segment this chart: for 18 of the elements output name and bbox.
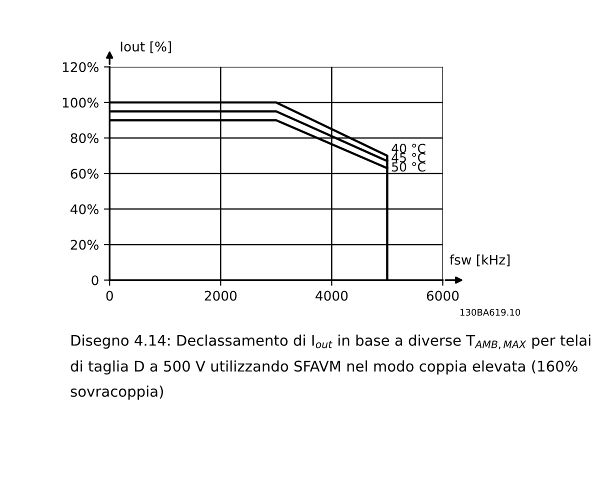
y-tick-label: 0 xyxy=(92,275,98,286)
x-tick-label: 4000 xyxy=(316,290,348,301)
x-axis-title: fsw [kHz] xyxy=(450,254,510,266)
y-tick-label: 100% xyxy=(62,98,98,108)
y-tick-label: 60% xyxy=(70,168,98,179)
y-tick-label: 120% xyxy=(62,62,98,72)
y-tick-label: 20% xyxy=(70,240,98,250)
x-tick-label: 6000 xyxy=(426,290,459,301)
y-axis-title: Iout [%] xyxy=(120,41,172,54)
series-label: 45 °C xyxy=(392,152,426,162)
series-label: 40 °C xyxy=(392,144,426,154)
x-tick-label: 2000 xyxy=(204,290,237,301)
text: 130BA619.10 xyxy=(460,308,520,316)
y-tick-label: 80% xyxy=(70,133,98,144)
y-tick-label: 40% xyxy=(70,204,98,214)
series-label: 50 °C xyxy=(392,162,426,172)
text: Disegno 4.14: Declassamento di I$_{out}$ in base a diverse T$_{AMB,MAX}$ per telai di taglia D a 500 V utilizzando SFAVM nel modo coppia elevata (160% sovracoppia) xyxy=(70,334,590,400)
x-tick-label: 0 xyxy=(106,290,113,301)
